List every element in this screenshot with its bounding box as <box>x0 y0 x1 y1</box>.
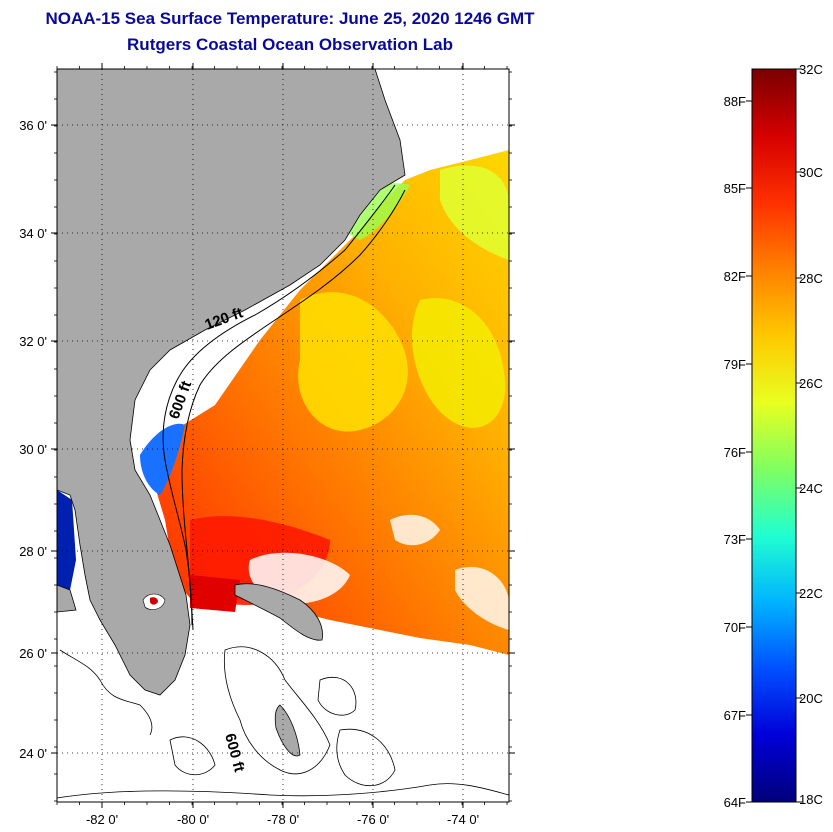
colorbar-celsius-label: 24C <box>799 481 823 496</box>
colorbar-celsius-label: 28C <box>799 271 823 286</box>
lat-tick-label: 30 0' <box>19 442 47 457</box>
colorbar-fahrenheit-label: 67F <box>724 708 746 723</box>
lake-okeechobee-sst <box>150 597 158 605</box>
bahamas-bank-contour <box>169 736 216 776</box>
bahamas-bank-contour <box>336 728 396 787</box>
colorbar-fahrenheit-label: 79F <box>724 357 746 372</box>
longitude-axis: -82 0' -80 0' -78 0' -76 0' -74 0' <box>56 63 508 827</box>
cloud-gap <box>390 514 440 546</box>
bahamas-bank-contour <box>223 646 331 775</box>
sst-warm-band <box>190 575 240 612</box>
colorbar-celsius-label: 22C <box>799 586 823 601</box>
sst-colorbar: 32C 30C 28C 26C 24C 22C 20C 18C 88F 85F 82F 79F 76F 7… <box>724 62 823 810</box>
colorbar-fahrenheit-label: 70F <box>724 620 746 635</box>
contour-120ft <box>162 184 396 626</box>
colorbar-celsius-label: 20C <box>799 691 823 706</box>
lat-tick-label: 34 0' <box>19 226 47 241</box>
lon-tick-label: -76 0' <box>357 812 389 827</box>
lat-tick-label: 28 0' <box>19 544 47 559</box>
land-southeast-us <box>57 69 406 696</box>
cuba-coast-contour <box>57 783 509 799</box>
colorbar-celsius-label: 32C <box>799 62 823 77</box>
map-subtitle: Rutgers Coastal Ocean Observation Lab <box>127 35 453 54</box>
map-title: NOAA-15 Sea Surface Temperature: June 25… <box>45 9 535 28</box>
colorbar-celsius-label: 18C <box>799 792 823 807</box>
colorbar-celsius-label: 26C <box>799 376 823 391</box>
contour-600ft <box>181 189 406 631</box>
lat-tick-label: 32 0' <box>19 334 47 349</box>
colorbar-fahrenheit-label: 73F <box>724 532 746 547</box>
florida-keys-contour <box>59 649 153 736</box>
land-andros <box>274 704 301 757</box>
land-bahamas <box>234 583 323 641</box>
colorbar-fahrenheit-label: 64F <box>724 795 746 810</box>
colorbar-gradient <box>751 68 797 803</box>
sst-coastal-cold <box>140 423 185 495</box>
lon-tick-label: -82 0' <box>86 812 118 827</box>
colorbar-fahrenheit-label: 85F <box>724 181 746 196</box>
sst-patch-cool <box>298 292 408 432</box>
lon-tick-label: -74 0' <box>447 812 479 827</box>
colorbar-fahrenheit-label: 88F <box>724 94 746 109</box>
sst-patch-cool <box>440 165 509 260</box>
bahamas-bank-contour <box>317 677 357 716</box>
cloud-gap <box>455 566 509 630</box>
sst-coastal-cold <box>57 490 76 590</box>
lat-tick-label: 24 0' <box>19 746 47 761</box>
colorbar-fahrenheit-label: 82F <box>724 269 746 284</box>
land-gulf-coast <box>57 584 77 613</box>
lon-tick-label: -78 0' <box>267 812 299 827</box>
colorbar-celsius-label: 30C <box>799 165 823 180</box>
lat-tick-label: 26 0' <box>19 646 47 661</box>
sst-patch-cool <box>411 298 506 428</box>
lon-tick-label: -80 0' <box>177 812 209 827</box>
latitude-axis: 36 0' 34 0' 32 0' 30 0' 28 0' 26 0' 24 0' <box>19 71 515 802</box>
lat-tick-label: 36 0' <box>19 118 47 133</box>
colorbar-fahrenheit-label: 76F <box>724 445 746 460</box>
lat-lon-grid <box>57 69 509 802</box>
